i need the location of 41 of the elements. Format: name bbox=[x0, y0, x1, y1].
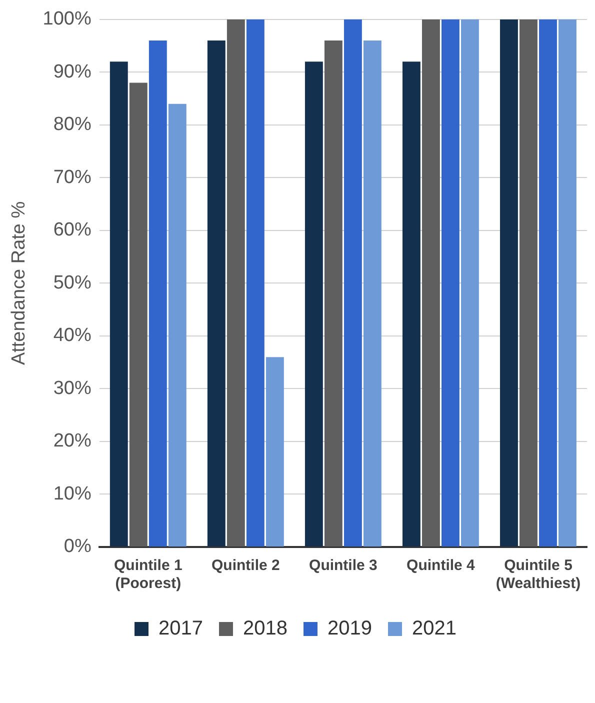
bar bbox=[461, 19, 479, 546]
bar bbox=[520, 19, 538, 546]
bar bbox=[363, 40, 382, 546]
x-tick-label: Quintile 1 (Poorest) bbox=[114, 557, 182, 592]
bar bbox=[442, 19, 460, 546]
bar bbox=[558, 19, 576, 546]
bar bbox=[148, 40, 167, 546]
x-tick-label: Quintile 3 bbox=[309, 557, 378, 574]
bar bbox=[422, 19, 440, 546]
y-axis-title: Attendance Rate % bbox=[8, 201, 30, 366]
bar bbox=[344, 19, 362, 546]
y-tick-label: 20% bbox=[53, 430, 92, 452]
bar bbox=[539, 19, 557, 546]
y-tick-label: 90% bbox=[53, 61, 92, 82]
y-tick-label: 100% bbox=[42, 8, 92, 30]
legend-label: 2019 bbox=[328, 618, 372, 640]
bar bbox=[304, 62, 323, 546]
x-tick-label: Quintile 5 (Wealthiest) bbox=[496, 557, 581, 592]
y-tick-label: 40% bbox=[53, 325, 92, 346]
y-tick-label: 50% bbox=[53, 272, 92, 294]
bar bbox=[129, 82, 148, 546]
y-tick-label: 70% bbox=[53, 166, 92, 188]
bar bbox=[500, 19, 518, 546]
bar bbox=[266, 357, 284, 546]
bar bbox=[324, 40, 342, 546]
y-tick-label: 80% bbox=[53, 114, 92, 136]
legend-label: 2017 bbox=[158, 618, 204, 640]
bar bbox=[110, 62, 128, 546]
legend-label: 2018 bbox=[243, 618, 288, 640]
bar bbox=[402, 62, 420, 546]
legend-label: 2021 bbox=[412, 618, 456, 640]
x-tick-label: Quintile 2 bbox=[212, 557, 280, 574]
bar bbox=[226, 19, 245, 546]
bar bbox=[207, 40, 226, 546]
x-tick-label: Quintile 4 bbox=[406, 557, 476, 574]
y-tick-label: 10% bbox=[53, 483, 92, 504]
bar bbox=[168, 104, 186, 546]
bar bbox=[246, 19, 264, 546]
y-tick-label: 60% bbox=[53, 220, 92, 241]
y-tick-label: 30% bbox=[53, 378, 92, 399]
y-tick-label: 0% bbox=[64, 536, 92, 558]
